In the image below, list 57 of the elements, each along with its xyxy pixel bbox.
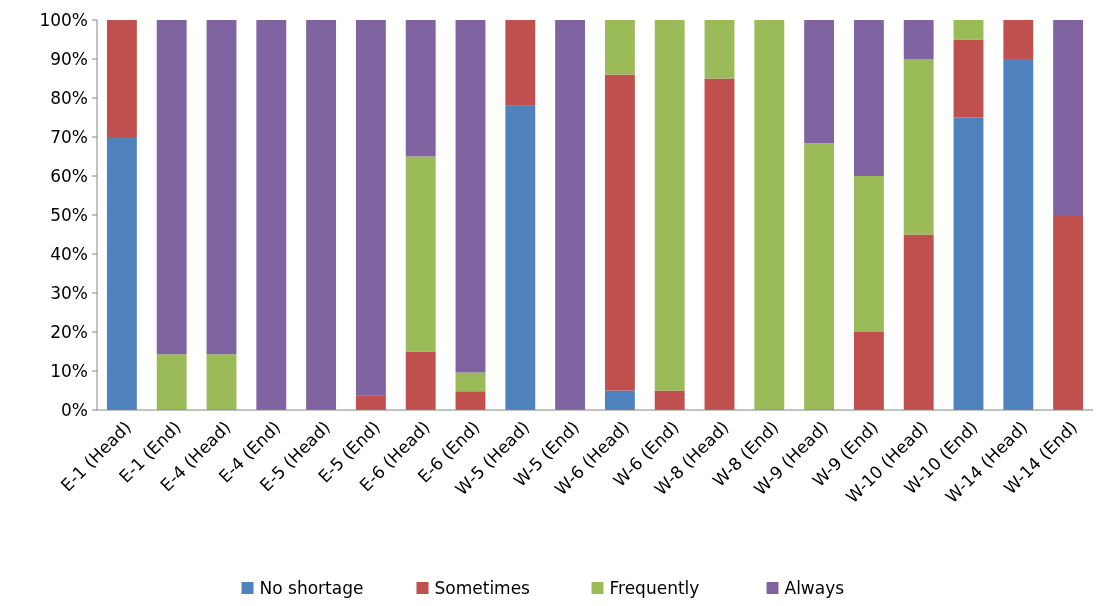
bar: [106, 137, 137, 410]
bar: [206, 354, 237, 410]
bar: [355, 395, 386, 410]
bar: [804, 20, 835, 144]
bar: [903, 59, 934, 235]
bar: [953, 20, 984, 40]
y-tick-label: 50%: [50, 204, 88, 225]
bar: [355, 20, 386, 396]
legend-label: Sometimes: [434, 577, 531, 598]
bar: [654, 390, 685, 410]
bar: [1053, 215, 1084, 410]
bar: [206, 20, 237, 355]
bar: [704, 20, 735, 79]
y-tick-label: 90%: [50, 48, 88, 69]
bar: [1053, 20, 1084, 215]
y-tick-label: 100%: [39, 9, 88, 30]
bar: [604, 20, 635, 75]
bar: [455, 391, 486, 410]
bar: [156, 354, 187, 410]
bar: [505, 20, 536, 106]
bar: [256, 20, 287, 410]
y-tick-label: 60%: [50, 165, 88, 186]
bar: [1003, 20, 1034, 59]
bar: [654, 20, 685, 391]
bar: [704, 78, 735, 410]
bar: [1003, 59, 1034, 410]
bar: [804, 143, 835, 410]
bar: [106, 20, 137, 137]
bar: [405, 156, 436, 352]
y-tick-label: 80%: [50, 87, 88, 108]
bar: [903, 234, 934, 410]
bar: [604, 74, 635, 391]
y-tick-label: 70%: [50, 126, 88, 147]
y-tick-label: 0%: [61, 399, 88, 420]
bar: [903, 20, 934, 59]
y-tick-label: 30%: [50, 282, 88, 303]
bar: [156, 20, 187, 355]
bar: [455, 20, 486, 373]
legend-label: Frequently: [609, 577, 700, 598]
bar: [306, 20, 337, 410]
bar: [853, 20, 884, 176]
bar: [604, 390, 635, 410]
y-tick-label: 40%: [50, 243, 88, 264]
bar: [953, 117, 984, 410]
bar: [555, 20, 586, 410]
legend-label: Always: [784, 577, 845, 598]
bar: [405, 20, 436, 157]
bar: [405, 351, 436, 410]
y-tick-label: 10%: [50, 360, 88, 381]
legend-label: No shortage: [259, 577, 364, 598]
bar: [953, 39, 984, 118]
bar: [853, 332, 884, 410]
bar: [505, 105, 536, 410]
bar: [754, 20, 785, 410]
bar: [455, 372, 486, 392]
bar: [853, 176, 884, 332]
y-tick-label: 20%: [50, 321, 88, 342]
